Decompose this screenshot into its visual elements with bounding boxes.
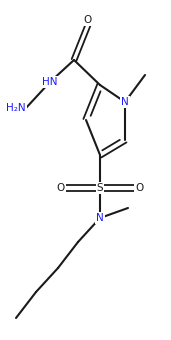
Text: O: O — [84, 15, 92, 25]
Text: HN: HN — [42, 77, 58, 87]
Text: S: S — [97, 183, 103, 193]
Text: O: O — [57, 183, 65, 193]
Text: N: N — [96, 213, 104, 223]
Text: N: N — [121, 97, 129, 107]
Text: H₂N: H₂N — [6, 103, 26, 113]
Text: O: O — [135, 183, 143, 193]
